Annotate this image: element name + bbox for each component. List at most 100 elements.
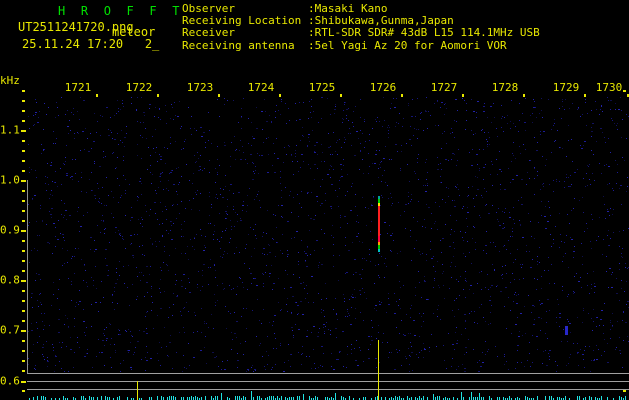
time-marker-line: [378, 340, 379, 400]
level-tick: [169, 396, 170, 400]
level-tick: [89, 396, 90, 400]
metadata-row: Receiving antenna:5el Yagi Az 20 for Aom…: [182, 38, 540, 52]
level-tick: [275, 398, 276, 400]
x-tick-mark: [584, 94, 586, 97]
y-tick-mark-major: [21, 180, 26, 182]
y-tick-mark-minor-right: [623, 90, 626, 92]
level-tick: [83, 396, 84, 400]
y-tick-label: 0.8: [0, 273, 20, 287]
level-tick: [621, 397, 622, 400]
level-tick: [389, 398, 390, 400]
y-axis-unit-label: kHz: [0, 74, 20, 87]
level-tick: [419, 396, 420, 400]
y-tick-mark-minor: [22, 170, 25, 172]
level-tick: [285, 397, 286, 400]
level-tick: [277, 396, 278, 400]
y-tick-mark-major: [21, 330, 26, 332]
spectrogram-plot[interactable]: [27, 97, 629, 372]
level-tick: [97, 397, 98, 400]
level-tick: [589, 396, 590, 400]
level-tick: [563, 398, 564, 400]
level-tick: [463, 397, 464, 400]
level-tick: [411, 397, 412, 400]
level-tick: [313, 398, 314, 400]
level-tick: [597, 398, 598, 400]
level-tick: [257, 396, 258, 400]
level-tick: [181, 397, 182, 400]
level-tick: [591, 397, 592, 400]
level-tick: [317, 397, 318, 400]
level-tick: [349, 396, 350, 400]
level-tick: [161, 396, 162, 400]
level-tick: [439, 396, 440, 400]
level-tick: [583, 398, 584, 400]
y-tick-label: 0.7: [0, 323, 20, 337]
level-tick: [291, 397, 292, 400]
level-tick: [309, 396, 310, 400]
rail-line: [27, 381, 629, 382]
level-tick: [511, 398, 512, 400]
level-tick: [157, 396, 158, 400]
x-tick-label: 1721: [64, 81, 92, 94]
y-tick-mark-minor: [22, 260, 25, 262]
y-tick-label: 0.9: [0, 223, 20, 237]
rail-line: [27, 373, 629, 374]
level-tick: [327, 397, 328, 400]
level-tick: [447, 398, 448, 400]
level-tick: [481, 397, 482, 400]
level-tick: [393, 398, 394, 400]
metadata-key: Receiving Location: [182, 14, 302, 28]
metadata-key: Observer: [182, 2, 235, 15]
level-tick: [311, 398, 312, 400]
level-tick: [37, 396, 38, 400]
y-tick-mark-minor: [22, 200, 25, 202]
level-tick: [397, 397, 398, 400]
x-tick-label: 1729: [552, 81, 580, 94]
level-tick: [499, 397, 500, 400]
level-tick: [599, 398, 600, 400]
level-tick: [211, 396, 212, 400]
level-tick: [403, 398, 404, 400]
rail-line: [27, 389, 629, 390]
level-tick: [585, 397, 586, 400]
level-tick: [335, 393, 336, 400]
level-tick: [469, 397, 470, 400]
y-tick-mark-minor: [22, 140, 25, 142]
level-tick: [119, 396, 120, 400]
level-tick: [55, 398, 56, 400]
echo-segment: [378, 203, 380, 206]
level-tick: [569, 398, 570, 400]
level-tick: [227, 397, 228, 400]
metadata-key: Receiving antenna: [182, 38, 295, 52]
level-tick: [235, 396, 236, 400]
level-tick: [303, 394, 304, 400]
level-tick: [365, 397, 366, 400]
level-tick: [269, 396, 270, 400]
x-tick-mark: [340, 94, 342, 97]
level-tick: [553, 398, 554, 400]
echo-segment: [378, 249, 380, 252]
y-tick-mark-minor: [22, 160, 25, 162]
level-tick: [577, 396, 578, 400]
level-tick: [565, 396, 566, 400]
y-tick-mark-major: [21, 280, 26, 282]
y-tick-mark-minor: [22, 250, 25, 252]
level-tick: [45, 397, 46, 400]
level-tick: [151, 397, 152, 400]
metadata-row: Receiver:RTL-SDR SDR# 43dB L15 114.1MHz …: [182, 27, 540, 39]
level-tick: [101, 396, 102, 400]
level-tick: [85, 398, 86, 400]
y-tick-mark-minor: [22, 90, 25, 92]
level-tick: [477, 397, 478, 400]
timestamp-label: 25.11.24 17:20 2_: [22, 37, 160, 51]
level-tick: [395, 396, 396, 400]
level-tick: [133, 398, 134, 400]
time-marker-line: [137, 381, 138, 400]
level-tick: [375, 397, 376, 400]
y-tick-mark-minor: [22, 370, 25, 372]
level-tick: [75, 398, 76, 400]
echo-segment: [378, 199, 380, 203]
level-tick: [421, 398, 422, 400]
y-tick-mark-minor: [22, 320, 25, 322]
level-tick: [505, 398, 506, 400]
